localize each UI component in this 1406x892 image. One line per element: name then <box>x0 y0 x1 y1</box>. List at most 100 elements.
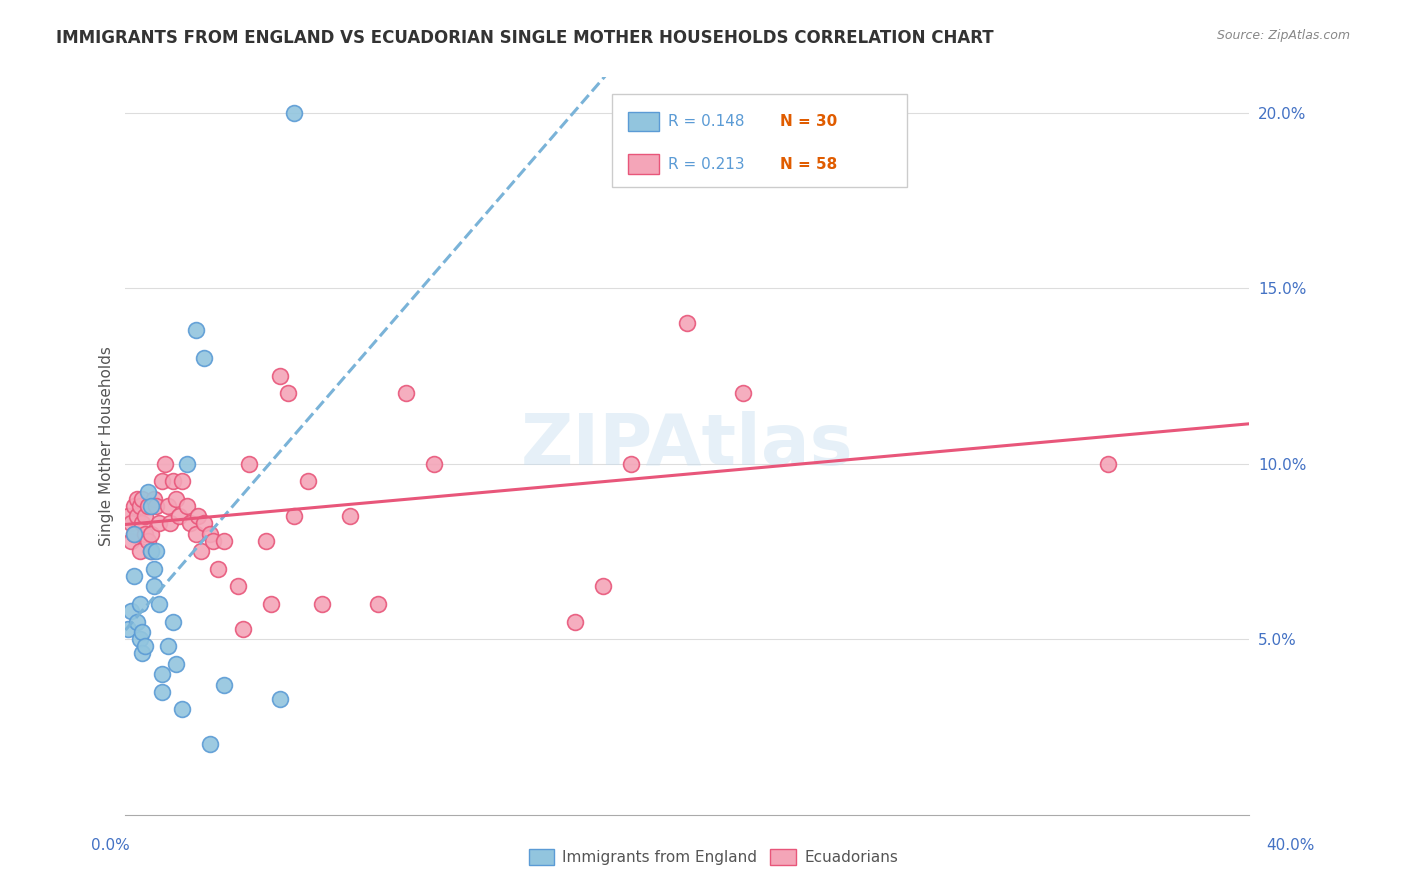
Point <box>162 474 184 488</box>
Text: N = 58: N = 58 <box>780 157 838 171</box>
Text: Immigrants from England: Immigrants from England <box>562 850 758 864</box>
Text: Source: ZipAtlas.com: Source: ZipAtlas.com <box>1216 29 1350 43</box>
Point <box>676 316 699 330</box>
Point <box>269 691 291 706</box>
Point <box>193 351 215 366</box>
Point <box>128 632 150 646</box>
Point <box>297 474 319 488</box>
Point <box>260 597 283 611</box>
Point <box>1097 457 1119 471</box>
Point <box>311 597 333 611</box>
Point <box>395 386 418 401</box>
Point <box>134 509 156 524</box>
Point <box>120 516 142 531</box>
Point <box>139 499 162 513</box>
Point <box>148 597 170 611</box>
Text: N = 30: N = 30 <box>780 114 838 128</box>
Text: IMMIGRANTS FROM ENGLAND VS ECUADORIAN SINGLE MOTHER HOUSEHOLDS CORRELATION CHART: IMMIGRANTS FROM ENGLAND VS ECUADORIAN SI… <box>56 29 994 47</box>
Point <box>207 562 229 576</box>
Point <box>134 526 156 541</box>
Point <box>139 544 162 558</box>
Point <box>339 509 361 524</box>
Point <box>122 526 145 541</box>
Point <box>184 323 207 337</box>
Point <box>283 509 305 524</box>
Point <box>148 516 170 531</box>
Text: Ecuadorians: Ecuadorians <box>804 850 898 864</box>
Point <box>159 516 181 531</box>
Point <box>139 544 162 558</box>
Point <box>187 509 209 524</box>
Point <box>131 625 153 640</box>
Point <box>131 491 153 506</box>
Point <box>128 544 150 558</box>
Point <box>131 516 153 531</box>
Point <box>201 533 224 548</box>
Text: R = 0.148: R = 0.148 <box>668 114 744 128</box>
Y-axis label: Single Mother Households: Single Mother Households <box>100 346 114 546</box>
Point <box>190 544 212 558</box>
Point <box>125 509 148 524</box>
Point <box>212 533 235 548</box>
Point <box>136 484 159 499</box>
Point <box>620 457 643 471</box>
Point <box>170 474 193 488</box>
Point <box>139 526 162 541</box>
Point <box>198 737 221 751</box>
Point <box>150 474 173 488</box>
Point <box>167 509 190 524</box>
Point <box>145 499 167 513</box>
Text: 40.0%: 40.0% <box>1267 838 1315 853</box>
Point <box>120 604 142 618</box>
Point <box>283 105 305 120</box>
Point <box>367 597 389 611</box>
Point <box>122 499 145 513</box>
Point <box>125 491 148 506</box>
Point <box>423 457 446 471</box>
Point <box>122 569 145 583</box>
Point <box>156 499 179 513</box>
Point <box>136 533 159 548</box>
Text: R = 0.213: R = 0.213 <box>668 157 744 171</box>
Point <box>179 516 201 531</box>
Point <box>564 615 586 629</box>
Point <box>162 615 184 629</box>
Point <box>145 544 167 558</box>
Point <box>131 646 153 660</box>
Point <box>176 457 198 471</box>
Point <box>122 526 145 541</box>
Point <box>120 533 142 548</box>
Point <box>193 516 215 531</box>
Point <box>592 579 614 593</box>
Point <box>226 579 249 593</box>
Point <box>165 657 187 671</box>
Point <box>150 667 173 681</box>
Point <box>125 615 148 629</box>
Point <box>156 639 179 653</box>
Point <box>176 499 198 513</box>
Point <box>128 499 150 513</box>
Point <box>142 562 165 576</box>
Point <box>142 579 165 593</box>
Point <box>198 526 221 541</box>
Point <box>212 678 235 692</box>
Point <box>170 702 193 716</box>
Point <box>232 622 254 636</box>
Point <box>165 491 187 506</box>
Point <box>150 684 173 698</box>
Point <box>254 533 277 548</box>
Point <box>128 597 150 611</box>
Point <box>142 491 165 506</box>
Text: ZIPAtlas: ZIPAtlas <box>520 411 853 481</box>
Point <box>277 386 299 401</box>
Point <box>153 457 176 471</box>
Point <box>117 509 139 524</box>
Point <box>238 457 260 471</box>
Point <box>117 622 139 636</box>
Point <box>184 526 207 541</box>
Point <box>733 386 755 401</box>
Point <box>269 368 291 383</box>
Point <box>136 499 159 513</box>
Text: 0.0%: 0.0% <box>91 838 131 853</box>
Point <box>134 639 156 653</box>
